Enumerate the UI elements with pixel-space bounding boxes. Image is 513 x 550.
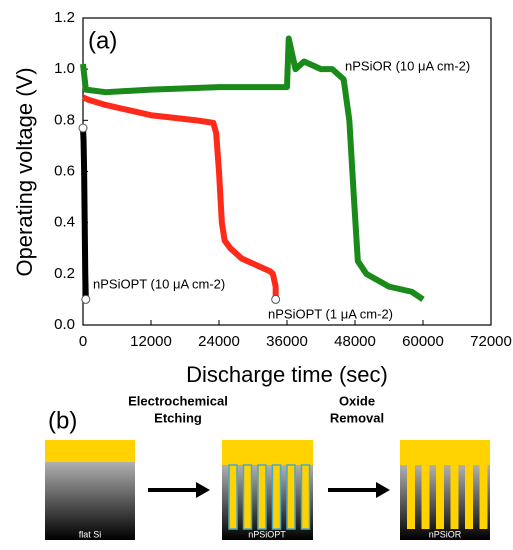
silicon [45, 462, 135, 540]
arrowhead [196, 482, 210, 498]
data-line [81, 94, 279, 300]
panel-caption: flat Si [79, 529, 102, 539]
pore [300, 464, 311, 530]
y-tick-label: 1.2 [54, 9, 75, 26]
x-tick-label: 24000 [198, 333, 240, 350]
x-tick-label: 60000 [402, 333, 444, 350]
pore [286, 464, 296, 530]
y-tick-label: 0.8 [54, 111, 75, 128]
step-label: Oxide [339, 393, 375, 408]
y-tick-label: 0.4 [54, 214, 75, 231]
step-label: Electrochemical [128, 393, 228, 408]
panel-caption: nPSiOR [429, 529, 462, 539]
data-line [80, 35, 425, 302]
data-line [80, 127, 89, 300]
step-label: Removal [330, 410, 384, 425]
step-label: Etching [154, 410, 202, 425]
panel-caption: nPSiOPT [248, 529, 286, 539]
x-tick-label: 36000 [266, 333, 308, 350]
gold-layer [222, 440, 313, 465]
x-tick-label: 48000 [334, 333, 376, 350]
y-tick-label: 0.6 [54, 162, 75, 179]
series-label: nPSiOR (10 μA cm-2) [345, 58, 470, 73]
diagram: Electrochemical Etching Oxide Removal flat S… [45, 393, 490, 540]
x-tick-label: 72000 [470, 333, 512, 350]
end-marker [81, 294, 91, 304]
y-tick-label: 0.0 [54, 316, 75, 333]
pore [257, 464, 267, 530]
end-marker [271, 294, 281, 304]
x-axis-label: Discharge time (sec) [186, 362, 388, 387]
gold-layer [45, 440, 135, 462]
pore [465, 465, 473, 529]
pore [407, 465, 415, 529]
panel-label: (b) [48, 407, 77, 434]
y-tick-label: 1.0 [54, 60, 75, 77]
start-marker [78, 123, 88, 133]
gold-layer [400, 440, 490, 465]
pore [436, 465, 444, 529]
pore [479, 465, 488, 529]
panel-label: (a) [88, 27, 117, 54]
arrowhead [376, 482, 390, 498]
y-tick-label: 0.2 [54, 265, 75, 282]
pore [271, 464, 282, 530]
pore [421, 465, 430, 529]
y-axis-label: Operating voltage (V) [12, 67, 37, 276]
pore [228, 464, 238, 530]
pore [242, 464, 253, 530]
x-tick-label: 12000 [130, 333, 172, 350]
x-tick-label: 0 [79, 333, 87, 350]
series-label: nPSiOPT (10 μA cm-2) [93, 276, 225, 291]
series-label: nPSiOPT (1 μA cm-2) [268, 306, 393, 321]
pore [450, 465, 459, 529]
